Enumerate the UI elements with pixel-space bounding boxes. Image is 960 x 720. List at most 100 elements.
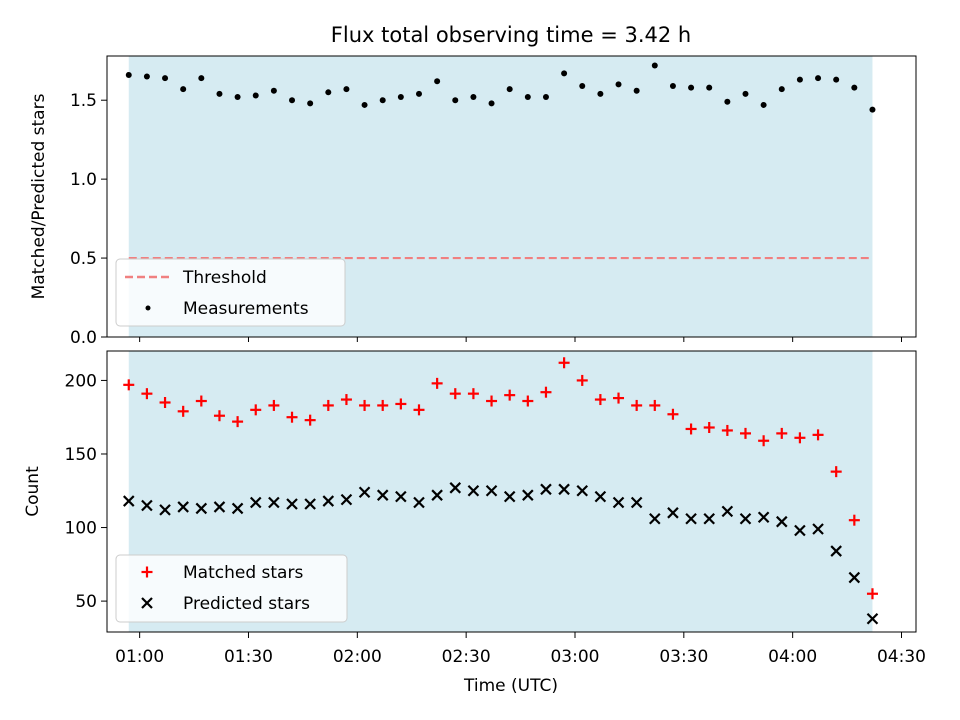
legend-predicted-label: Predicted stars xyxy=(183,594,310,614)
matched-star-point xyxy=(340,394,352,406)
predicted-star-point xyxy=(485,484,498,497)
predicted-star-point xyxy=(431,489,443,501)
measurement-point xyxy=(252,92,259,99)
matched-star-point xyxy=(250,404,262,416)
bottom-xtick-label: 04:00 xyxy=(768,647,817,667)
measurement-point xyxy=(434,78,441,85)
predicted-star-point xyxy=(594,490,607,503)
matched-star-point xyxy=(758,435,770,447)
predicted-star-point xyxy=(812,523,824,535)
measurement-point xyxy=(361,101,368,108)
measurement-point xyxy=(307,100,314,107)
predicted-star-point xyxy=(503,490,516,503)
matched-star-point xyxy=(377,399,389,411)
predicted-stars-points xyxy=(122,482,879,625)
top-ylabel: Matched/Predicted stars xyxy=(29,93,49,299)
matched-star-point xyxy=(141,388,153,400)
measurement-point xyxy=(216,90,223,97)
matched-star-point xyxy=(449,388,461,400)
predicted-star-point xyxy=(757,511,770,524)
bottom-ytick-label: 50 xyxy=(75,592,97,612)
bottom-plot-frame xyxy=(106,350,917,633)
top-legend-box xyxy=(115,258,346,327)
predicted-star-point xyxy=(322,495,335,507)
matched-star-point xyxy=(649,399,661,411)
matched-star-point xyxy=(613,392,625,404)
matched-star-point xyxy=(286,411,298,423)
legend-measurement-label: Measurements xyxy=(183,299,309,319)
matched-star-point xyxy=(395,398,407,410)
bottom-xtick-label: 01:30 xyxy=(224,647,273,667)
top-yaxis: 0.0 0.5 1.0 1.5 xyxy=(70,91,107,348)
matched-star-point xyxy=(522,395,534,407)
predicted-star-point xyxy=(685,512,697,525)
measurement-point xyxy=(270,87,277,94)
matched-star-point xyxy=(776,427,788,439)
measurement-point xyxy=(561,70,568,77)
predicted-star-point xyxy=(866,612,879,625)
matched-star-point xyxy=(431,377,443,389)
predicted-star-point xyxy=(358,486,371,499)
measurement-point xyxy=(343,86,350,93)
measurement-point xyxy=(851,84,858,91)
matched-star-point xyxy=(721,424,733,436)
matched-star-point xyxy=(359,399,371,411)
predicted-star-point xyxy=(213,501,226,513)
measurement-point xyxy=(742,90,749,97)
measurement-point xyxy=(651,62,658,69)
measurement-point xyxy=(615,81,622,88)
matched-star-point xyxy=(177,405,189,417)
predicted-star-point xyxy=(286,498,298,510)
bottom-yaxis: 50 100 150 200 xyxy=(65,371,107,612)
measurement-point xyxy=(397,94,404,101)
predicted-star-point xyxy=(703,512,715,525)
legend-predicted-swatch xyxy=(141,597,153,609)
bottom-xlabel: Time (UTC) xyxy=(463,676,558,696)
measurement-point xyxy=(162,75,169,82)
predicted-star-point xyxy=(667,507,679,519)
matched-star-point xyxy=(413,404,425,416)
bottom-xtick-label: 03:30 xyxy=(659,647,708,667)
measurement-point xyxy=(633,87,640,94)
top-panel: 0.0 0.5 1.0 1.5 Matched/Predicted stars Thr… xyxy=(29,55,917,348)
matched-star-point xyxy=(304,414,316,426)
predicted-star-point xyxy=(304,498,316,510)
predicted-star-point xyxy=(395,490,407,503)
matched-star-point xyxy=(195,395,207,407)
measurement-point xyxy=(234,94,241,101)
bottom-xtick-label: 01:00 xyxy=(115,647,164,667)
top-ytick-label: 0.5 xyxy=(70,249,97,269)
measurement-point xyxy=(706,84,713,91)
matched-star-point xyxy=(504,389,516,401)
measurement-point xyxy=(470,94,477,101)
predicted-star-point xyxy=(231,502,244,515)
predicted-star-point xyxy=(340,493,353,506)
measurement-point xyxy=(542,94,549,101)
matched-star-point xyxy=(540,386,552,398)
matched-star-point xyxy=(830,466,842,478)
bottom-panel: 50 100 150 200 01:00 01:30 02:00 02:30 03:00 03:… xyxy=(23,350,926,696)
matched-star-point xyxy=(848,514,860,526)
top-ytick-label: 0.0 xyxy=(70,328,97,348)
matched-star-point xyxy=(159,396,171,408)
measurement-point xyxy=(833,76,840,83)
legend-matched-marker xyxy=(141,566,153,578)
predicted-star-point xyxy=(721,505,734,518)
measurement-point xyxy=(778,86,785,93)
top-ytick-label: 1.0 xyxy=(70,170,97,190)
predicted-star-point xyxy=(467,484,480,497)
measurement-point xyxy=(125,71,132,78)
measurement-point xyxy=(488,100,495,107)
matched-star-point xyxy=(268,399,280,411)
bottom-legend: Matched stars Predicted stars xyxy=(115,554,348,623)
predicted-star-point xyxy=(576,484,589,497)
predicted-star-point xyxy=(376,489,389,501)
legend-threshold-label: Threshold xyxy=(182,268,267,288)
bottom-legend-box xyxy=(115,554,348,623)
measurement-point xyxy=(524,94,531,101)
measurement-points xyxy=(125,62,876,113)
bottom-xtick-label: 02:30 xyxy=(442,647,491,667)
matched-star-point xyxy=(703,422,715,434)
measurement-point xyxy=(796,76,803,83)
